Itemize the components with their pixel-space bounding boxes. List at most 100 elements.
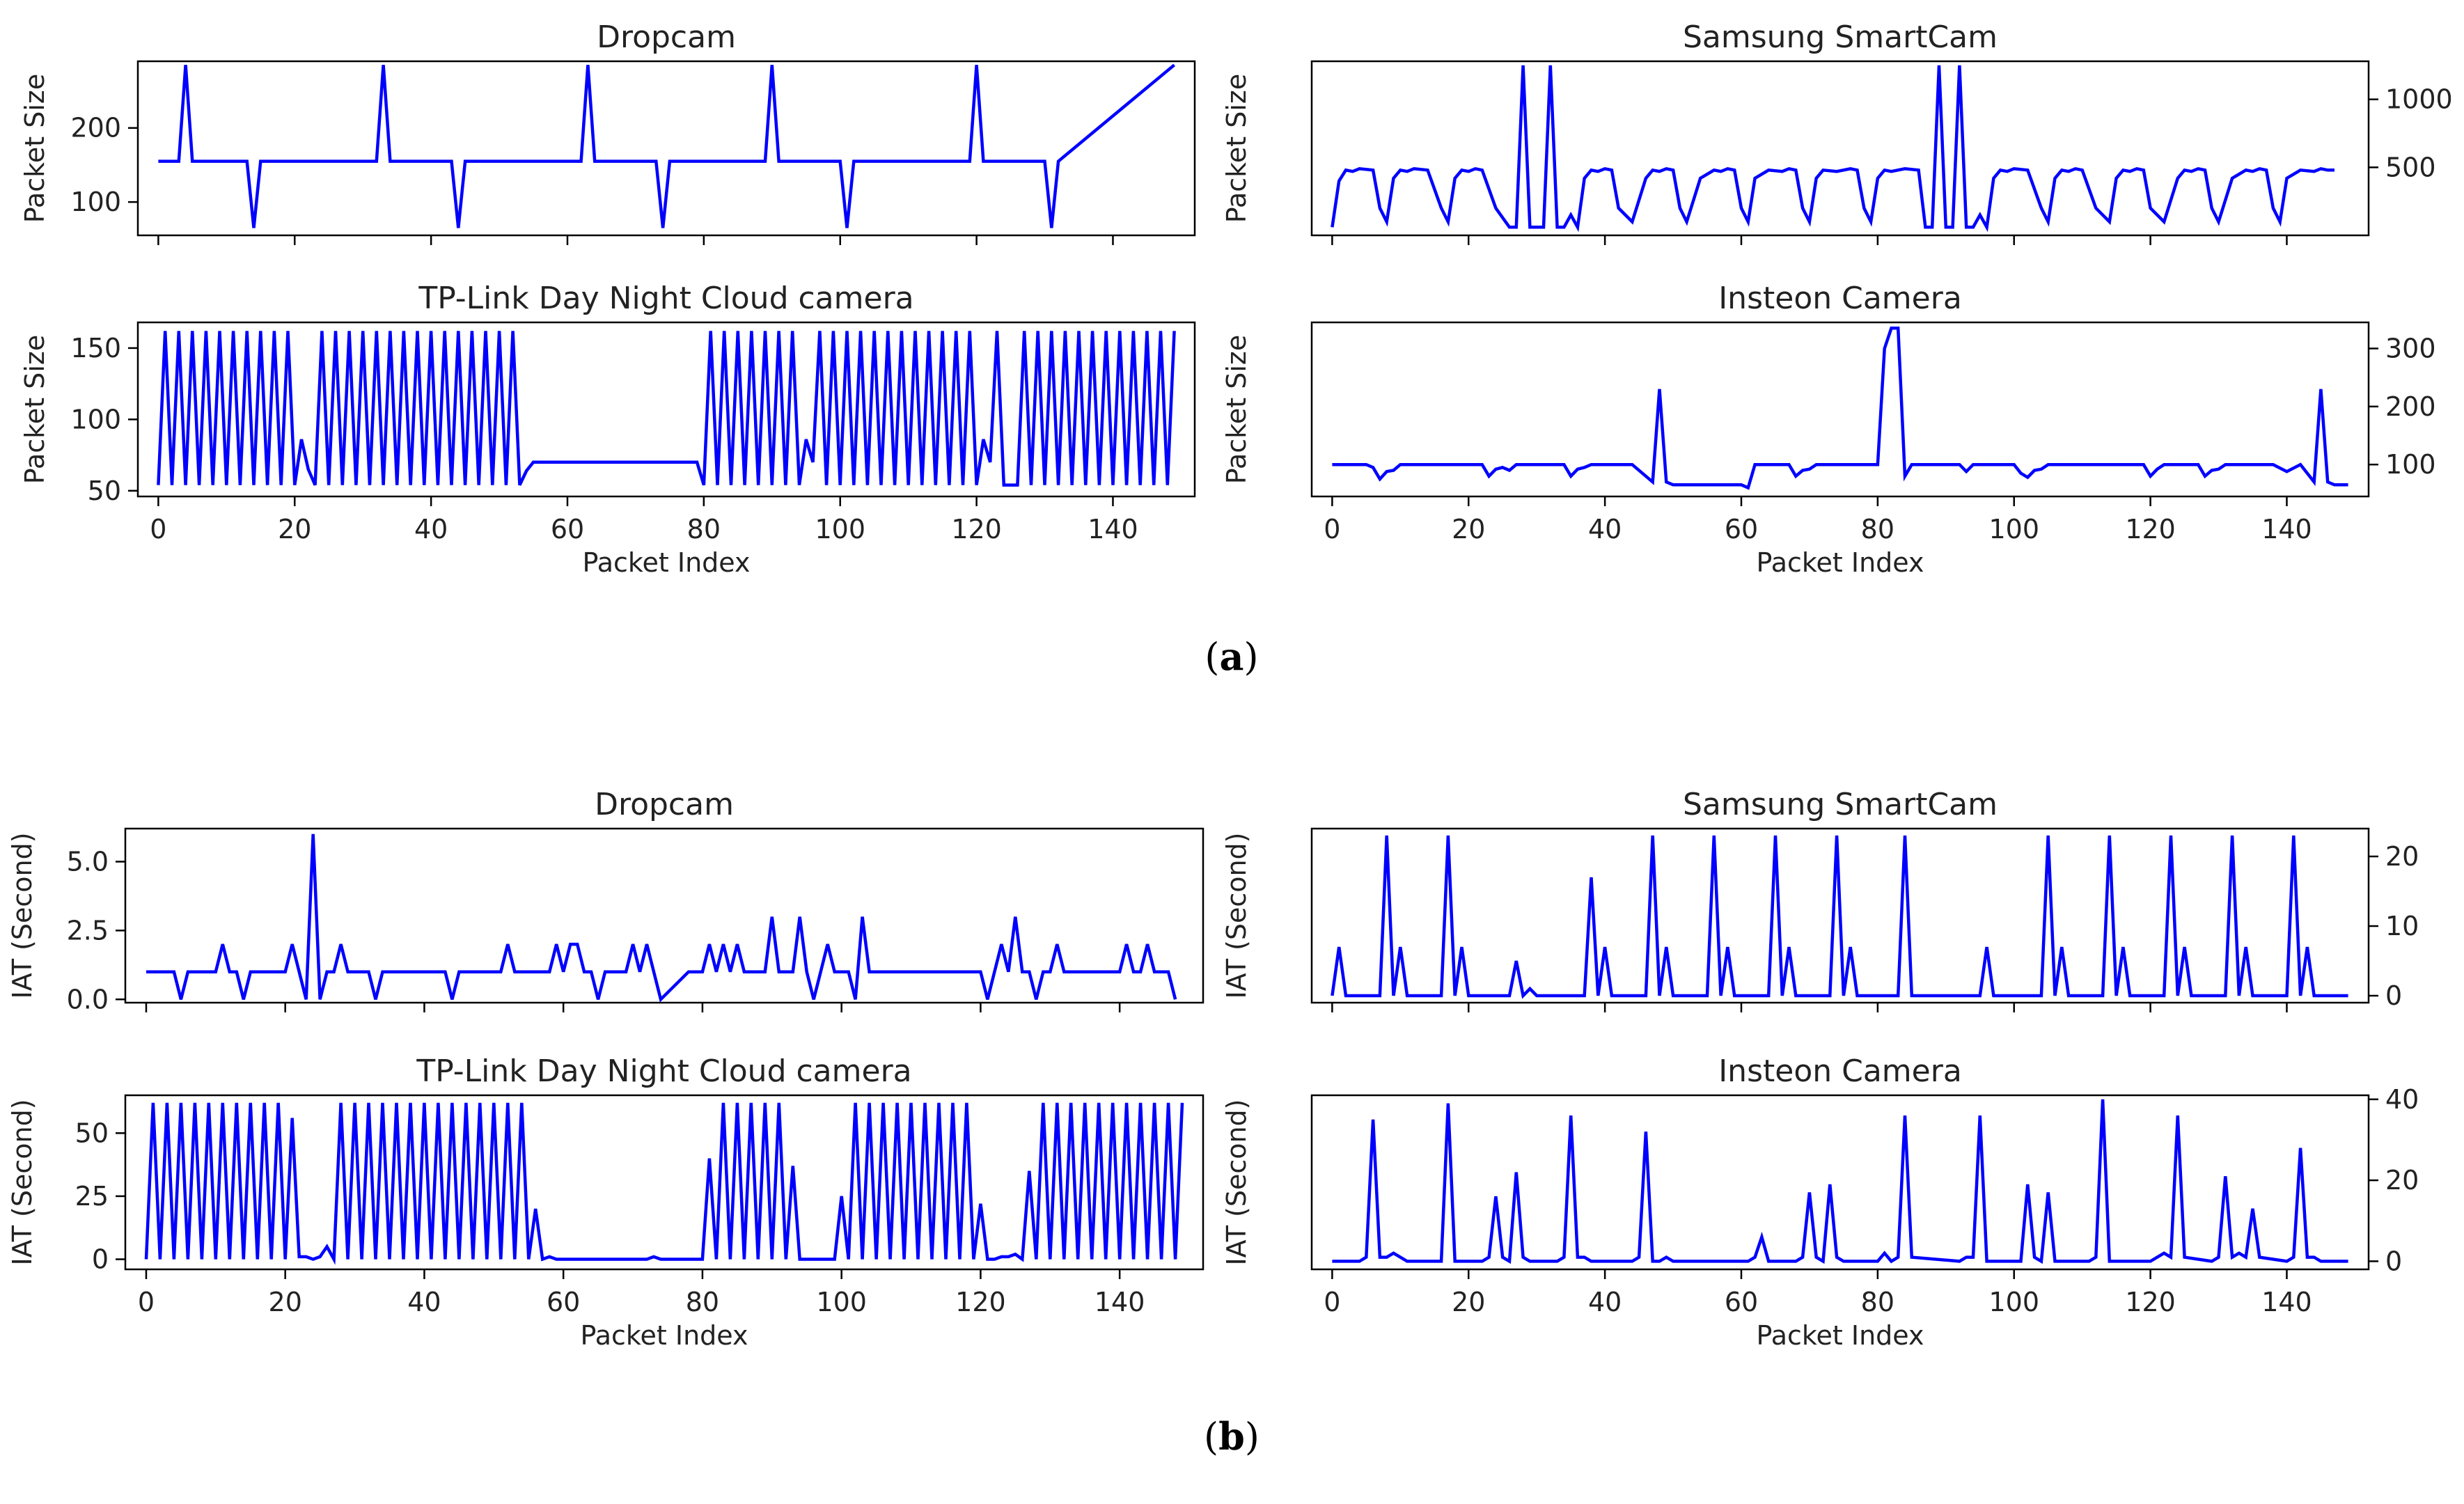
y-tick-label: 5.0 bbox=[67, 846, 109, 877]
series-line-a-samsung bbox=[1331, 65, 2334, 233]
axes-frame bbox=[1310, 60, 2370, 237]
axes-frame bbox=[1310, 827, 2370, 1004]
caption-a: (a) bbox=[1204, 634, 1258, 679]
series-line-a-tplink bbox=[157, 331, 1176, 487]
series-line-b-samsung bbox=[1331, 835, 2348, 999]
y-axis-label: IAT (Second) bbox=[1221, 832, 1252, 998]
x-tick-label: 140 bbox=[2261, 514, 2312, 545]
chart-title: Samsung SmartCam bbox=[1683, 787, 1998, 822]
y-tick-label: 150 bbox=[70, 333, 121, 363]
x-tick-label: 20 bbox=[1452, 514, 1485, 545]
x-tick-label: 100 bbox=[1988, 514, 2039, 545]
y-tick-label: 0.0 bbox=[67, 984, 109, 1015]
x-tick-label: 40 bbox=[1588, 514, 1622, 545]
axes-frame bbox=[1310, 1094, 2370, 1271]
x-tick-label: 20 bbox=[278, 514, 311, 545]
series-line-a-insteon bbox=[1332, 327, 2348, 490]
y-axis-label: IAT (Second) bbox=[7, 1099, 38, 1265]
x-tick-label: 60 bbox=[547, 1287, 580, 1317]
x-tick-label: 20 bbox=[1452, 1287, 1485, 1317]
panel-b-dropcam: Dropcam 0.0 2.5 5.0 IAT (Second) bbox=[7, 787, 1204, 1015]
chart-title: Dropcam bbox=[595, 787, 734, 822]
x-tick-label: 0 bbox=[1324, 514, 1340, 545]
y-tick-label: 1000 bbox=[2385, 84, 2453, 115]
panel-a-samsung: Samsung SmartCam 500 1000 Packet Size bbox=[1221, 19, 2453, 245]
y-axis-label: Packet Size bbox=[1221, 335, 1252, 484]
series-line-b-dropcam bbox=[146, 833, 1177, 1003]
y-tick-label: 100 bbox=[70, 404, 121, 434]
caption-b: (b) bbox=[1204, 1414, 1260, 1459]
x-tick-label: 140 bbox=[1088, 514, 1138, 545]
x-tick-label: 120 bbox=[2125, 514, 2176, 545]
panel-a-insteon: Insteon Camera 100 200 300 Packet Size 0 20 40 6… bbox=[1221, 281, 2436, 578]
y-tick-label: 50 bbox=[88, 476, 121, 506]
axes-frame bbox=[124, 827, 1204, 1004]
y-tick-label: 200 bbox=[2385, 391, 2436, 422]
x-tick-label: 120 bbox=[955, 1287, 1006, 1317]
y-tick-label: 0 bbox=[92, 1244, 109, 1275]
series-line-b-insteon bbox=[1332, 1099, 2348, 1264]
x-tick-label: 100 bbox=[815, 514, 865, 545]
x-tick-label: 40 bbox=[407, 1287, 441, 1317]
series-line-a-dropcam bbox=[158, 63, 1176, 228]
y-tick-label: 25 bbox=[75, 1181, 109, 1212]
x-tick-label: 100 bbox=[1988, 1287, 2039, 1317]
y-tick-label: 100 bbox=[2385, 449, 2436, 480]
chart-title: Insteon Camera bbox=[1718, 281, 1962, 316]
axes-frame bbox=[124, 1094, 1204, 1271]
x-tick-label: 0 bbox=[138, 1287, 155, 1317]
chart-title: TP-Link Day Night Cloud camera bbox=[416, 1053, 911, 1089]
y-tick-label: 0 bbox=[2385, 980, 2402, 1011]
panel-a-dropcam: Dropcam 100 200 Packet Size bbox=[19, 19, 1196, 245]
y-tick-label: 40 bbox=[2385, 1084, 2419, 1115]
x-tick-label: 140 bbox=[1094, 1287, 1145, 1317]
y-tick-label: 500 bbox=[2385, 152, 2436, 182]
y-axis-label: IAT (Second) bbox=[1221, 1099, 1252, 1265]
y-tick-label: 10 bbox=[2385, 911, 2419, 941]
y-axis-label: Packet Size bbox=[19, 335, 50, 484]
y-tick-label: 2.5 bbox=[67, 915, 109, 946]
axes-frame bbox=[136, 60, 1196, 237]
x-tick-label: 120 bbox=[951, 514, 1002, 545]
x-axis-label: Packet Index bbox=[582, 547, 750, 578]
panel-a-tplink: TP-Link Day Night Cloud camera 50 100 150 Pa… bbox=[19, 281, 1196, 578]
x-tick-label: 80 bbox=[1861, 514, 1894, 545]
panel-b-samsung: Samsung SmartCam 0 10 20 IAT (Second) bbox=[1221, 787, 2419, 1012]
x-tick-label: 0 bbox=[1324, 1287, 1340, 1317]
series-line-b-tplink bbox=[144, 1102, 1184, 1265]
x-tick-label: 80 bbox=[687, 514, 721, 545]
x-axis-label: Packet Index bbox=[1756, 547, 1924, 578]
y-tick-label: 50 bbox=[75, 1118, 109, 1148]
x-tick-label: 40 bbox=[1588, 1287, 1622, 1317]
y-tick-label: 200 bbox=[70, 113, 121, 143]
y-axis-label: Packet Size bbox=[19, 74, 50, 223]
x-tick-label: 60 bbox=[1725, 514, 1758, 545]
y-axis-label: Packet Size bbox=[1221, 74, 1252, 223]
y-tick-label: 300 bbox=[2385, 334, 2436, 364]
x-axis-label: Packet Index bbox=[580, 1320, 748, 1351]
y-tick-label: 100 bbox=[70, 187, 121, 217]
x-axis-label: Packet Index bbox=[1756, 1320, 1924, 1351]
chart-title: Dropcam bbox=[597, 19, 736, 55]
panel-b-insteon: Insteon Camera 0 20 40 IAT (Second) 0 20 40 60 80… bbox=[1221, 1053, 2419, 1351]
x-tick-label: 80 bbox=[686, 1287, 719, 1317]
y-tick-label: 20 bbox=[2385, 1165, 2419, 1196]
axes-frame bbox=[136, 321, 1196, 498]
x-tick-label: 60 bbox=[1725, 1287, 1758, 1317]
x-tick-label: 40 bbox=[414, 514, 448, 545]
x-tick-label: 80 bbox=[1861, 1287, 1894, 1317]
chart-title: Samsung SmartCam bbox=[1683, 19, 1998, 55]
panel-b-tplink: TP-Link Day Night Cloud camera 0 25 50 IAT (… bbox=[7, 1053, 1204, 1351]
chart-title: TP-Link Day Night Cloud camera bbox=[418, 281, 913, 316]
y-tick-label: 0 bbox=[2385, 1246, 2402, 1276]
x-tick-label: 60 bbox=[551, 514, 584, 545]
x-tick-label: 120 bbox=[2125, 1287, 2176, 1317]
axes-frame bbox=[1310, 321, 2370, 498]
x-tick-label: 0 bbox=[150, 514, 166, 545]
x-tick-label: 20 bbox=[269, 1287, 302, 1317]
chart-title: Insteon Camera bbox=[1718, 1053, 1962, 1089]
x-tick-label: 140 bbox=[2261, 1287, 2312, 1317]
